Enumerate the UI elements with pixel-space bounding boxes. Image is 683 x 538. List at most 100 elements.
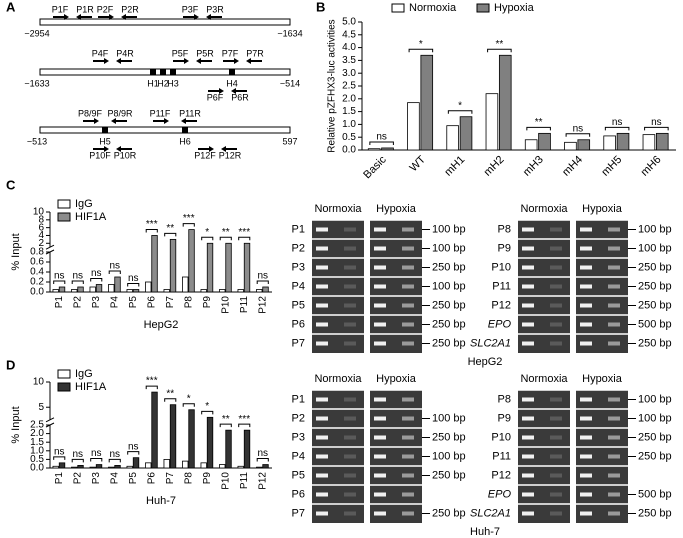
gel-lane-label: SLC2A1 (470, 507, 511, 519)
gel-band (316, 322, 328, 327)
bar (225, 242, 232, 293)
gel-band (522, 435, 534, 440)
x-tick-label: P4 (109, 296, 120, 309)
y-tick-label: 4 (38, 230, 44, 241)
primer-label: P11R (179, 108, 201, 118)
bar (225, 429, 232, 469)
gel-band (580, 435, 592, 440)
significance-bracket (447, 110, 473, 114)
panel-letter: C (6, 177, 16, 192)
primer-arrowhead (94, 118, 99, 124)
gel-band (522, 265, 534, 270)
primer-label: P12F (194, 150, 216, 160)
gel-band (402, 511, 414, 516)
y-tick-label: 0.5 (30, 454, 44, 465)
x-tick-label: P7 (165, 472, 176, 485)
bar (89, 286, 96, 293)
significance-label: *** (146, 376, 158, 387)
size-label: 250 bp (638, 299, 672, 311)
gel-band (608, 435, 620, 440)
y-tick-label: 0.8 (30, 247, 44, 258)
gel-band (344, 265, 356, 270)
gel-band (580, 416, 592, 421)
legend-label: Hypoxia (494, 2, 535, 14)
gel-band (344, 416, 356, 421)
x-tick-label: P2 (72, 472, 83, 485)
site-label: H5 (99, 136, 111, 146)
bar (169, 238, 177, 293)
bar (114, 276, 121, 293)
bar (89, 466, 96, 469)
primer-label: P5F (172, 48, 189, 58)
gel-band (402, 322, 414, 327)
x-axis-title: HepG2 (144, 319, 179, 331)
gel-band (316, 435, 328, 440)
gel-band (344, 322, 356, 327)
primer-arrowhead (121, 14, 126, 20)
bar (655, 132, 669, 151)
significance-label: ** (222, 414, 230, 425)
bar (642, 134, 656, 151)
significance-bracket (487, 48, 512, 53)
y-tick-label: 5.0 (342, 17, 356, 28)
significance-bracket (201, 410, 214, 415)
x-tick-label: mH6 (639, 154, 664, 179)
size-label: 500 bp (638, 488, 672, 500)
bar (243, 429, 251, 469)
primer-label: P1R (76, 4, 94, 14)
gel-lane-label: P6 (292, 318, 305, 330)
bar (108, 466, 115, 469)
legend-swatch (57, 199, 71, 209)
size-label: 250 bp (638, 337, 672, 349)
primer-label: P2F (97, 4, 114, 14)
gel-band (374, 473, 386, 478)
significance-label: ns (651, 117, 662, 128)
gel-band (316, 246, 328, 251)
bar (95, 464, 103, 469)
bar (219, 289, 226, 293)
gel-band (374, 227, 386, 232)
x-tick-label: P5 (128, 296, 139, 309)
primer-arrowhead (246, 58, 251, 64)
gel-lane-label: P1 (292, 393, 305, 405)
gel-band (608, 227, 620, 232)
bar (52, 465, 59, 469)
axis-break (45, 422, 55, 428)
primer-arrowhead (206, 14, 211, 20)
bar (188, 409, 195, 469)
significance-bracket (408, 48, 434, 53)
gel-lane-label: SLC2A1 (470, 337, 511, 349)
y-tick-label: 10 (33, 377, 45, 388)
significance-bracket (201, 236, 214, 241)
gel-column-header: Normoxia (314, 203, 362, 215)
bar (151, 391, 158, 469)
bar (206, 416, 214, 469)
x-tick-label: P4 (109, 472, 120, 485)
significance-bracket (90, 458, 103, 462)
primer-arrowhead (196, 58, 201, 64)
gel-band (550, 397, 562, 402)
gel-band (522, 322, 534, 327)
significance-bracket (108, 270, 121, 274)
primer-arrowhead (64, 14, 69, 20)
gel-band (550, 454, 562, 459)
significance-label: ns (109, 449, 120, 460)
primer-arrowhead (116, 58, 121, 64)
gel-band (344, 303, 356, 308)
gel-column-header: Hypoxia (582, 373, 623, 385)
significance-bracket (644, 126, 669, 131)
gel-lane-label: P6 (292, 488, 305, 500)
gel-band (316, 284, 328, 289)
y-tick-label: 4.0 (342, 42, 356, 53)
gel-band (608, 303, 620, 308)
significance-label: *** (238, 227, 250, 238)
y-tick-label: 2.5 (342, 81, 356, 92)
significance-bracket (256, 458, 269, 462)
bar (58, 462, 66, 469)
gel-band (402, 416, 414, 421)
y-tick-label: 3.0 (342, 68, 356, 79)
bar (237, 289, 244, 293)
significance-label: ns (54, 446, 65, 457)
y-tick-label: 2.0 (30, 428, 44, 439)
gel-lane-label: P9 (498, 242, 511, 254)
